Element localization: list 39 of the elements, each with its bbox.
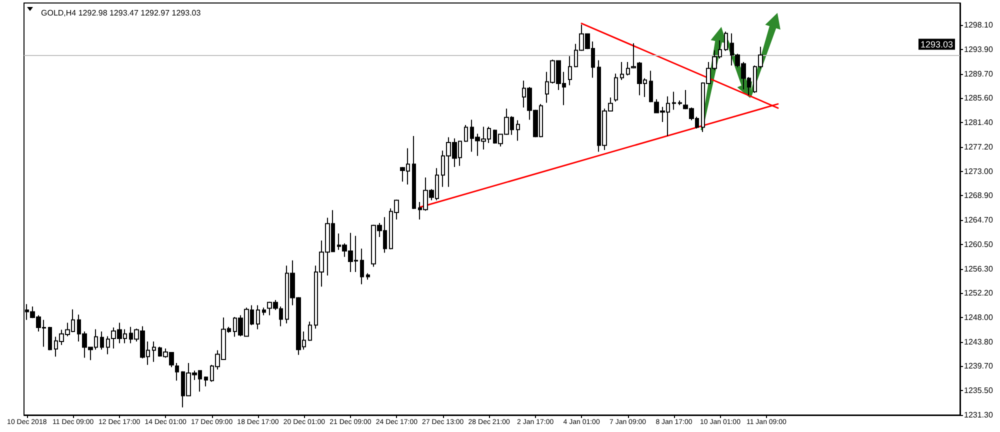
candlestick <box>464 124 468 142</box>
candlestick <box>256 304 260 330</box>
y-tick-label: 1293.90 <box>964 45 994 54</box>
candlestick <box>308 321 312 342</box>
candlestick <box>678 100 682 106</box>
y-tick-label: 1298.10 <box>964 20 994 30</box>
candlestick <box>152 340 156 362</box>
candlestick <box>279 306 283 327</box>
candlestick <box>48 326 52 351</box>
y-tick-label: 1231.30 <box>964 410 994 420</box>
ref-line-label: 1293.03 <box>920 39 953 50</box>
candlestick <box>516 120 520 142</box>
y-tick-label: 1260.50 <box>964 240 994 250</box>
y-tick-label: 1256.30 <box>964 264 994 274</box>
y-tick-label: 1264.70 <box>964 216 994 225</box>
candlestick <box>568 56 572 86</box>
y-tick-label: 1277.20 <box>964 142 994 152</box>
candlestick <box>262 307 266 316</box>
y-tick-label: 1285.60 <box>964 94 994 103</box>
candlestick <box>672 91 676 110</box>
y-tick-label: 1289.70 <box>964 70 994 79</box>
candlestick <box>614 73 618 102</box>
candlestick <box>412 136 416 210</box>
y-tick-label: 1243.80 <box>964 338 994 347</box>
candlestick <box>360 248 364 285</box>
text: GOLD,H4 1292.98 1293.47 1292.97 1293.03 <box>41 8 202 18</box>
y-tick-label: 1252.20 <box>964 288 994 298</box>
candlestick <box>620 61 624 81</box>
y-tick-label: 1239.70 <box>964 361 994 370</box>
y-tick-label: 1235.50 <box>964 386 994 395</box>
y-tick-label: 1268.90 <box>964 191 994 200</box>
candlestick <box>204 376 208 387</box>
y-tick-label: 1273.00 <box>964 167 994 176</box>
candlestick <box>100 331 104 350</box>
y-tick-label: 1248.00 <box>964 313 994 322</box>
candlestick <box>175 362 179 382</box>
candlestick <box>724 31 728 52</box>
candlestick <box>366 272 370 280</box>
y-tick-label: 1281.40 <box>964 118 994 128</box>
